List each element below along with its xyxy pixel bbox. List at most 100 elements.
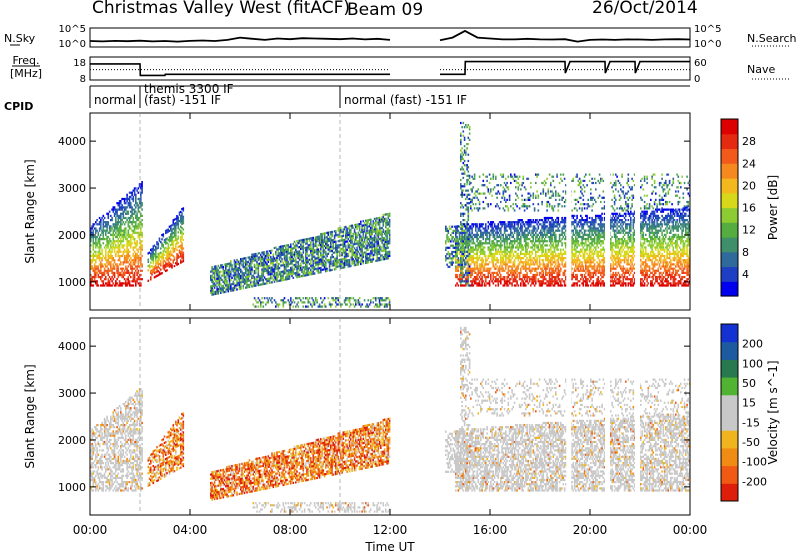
- power-cell: [98, 221, 101, 224]
- power-cell: [225, 263, 227, 266]
- power-cell: [117, 208, 120, 211]
- power-cell: [487, 242, 490, 245]
- power-cell: [471, 261, 473, 264]
- power-cell: [368, 218, 371, 221]
- power-cell: [386, 244, 388, 247]
- power-cell: [338, 235, 341, 238]
- power-cell: [108, 263, 111, 266]
- power-cell: [530, 271, 532, 274]
- power-cell: [320, 254, 322, 257]
- power-cell: [558, 223, 561, 226]
- power-cell: [370, 241, 372, 244]
- power-cell: [312, 251, 315, 254]
- power-cell: [545, 269, 547, 272]
- power-cell: [280, 279, 282, 282]
- power-cell: [126, 244, 128, 247]
- power-cell: [118, 229, 121, 232]
- power-cell: [125, 280, 127, 283]
- power-cell: [320, 305, 322, 308]
- power-cell: [335, 244, 337, 247]
- power-cell: [307, 246, 310, 249]
- power-cell: [522, 221, 525, 224]
- power-cell: [506, 282, 508, 285]
- power-cell: [510, 259, 512, 262]
- power-cell: [542, 269, 545, 272]
- power-cell: [496, 257, 498, 260]
- power-cell: [508, 235, 511, 239]
- power-cell: [113, 229, 116, 232]
- power-cell: [118, 244, 121, 247]
- power-cell: [176, 240, 178, 243]
- power-cell: [125, 221, 127, 224]
- power-cell: [301, 253, 303, 257]
- power-cell: [303, 238, 306, 241]
- power-cell: [383, 243, 386, 246]
- power-cell: [466, 278, 468, 281]
- power-cell: [358, 246, 361, 249]
- power-cell: [100, 267, 102, 270]
- power-cell: [367, 238, 370, 241]
- power-cell: [340, 239, 342, 242]
- power-cell: [122, 263, 125, 266]
- power-cell: [517, 229, 520, 232]
- power-cell: [360, 305, 362, 308]
- power-cell: [97, 284, 100, 287]
- power-cell: [138, 223, 141, 226]
- power-cell: [253, 255, 256, 258]
- power-cell: [232, 270, 235, 273]
- power-cell: [300, 299, 302, 302]
- power-cell: [485, 227, 487, 230]
- power-cell: [552, 219, 555, 222]
- power-cell: [170, 258, 172, 261]
- power-cell: [277, 248, 280, 251]
- power-cell: [555, 278, 557, 281]
- power-cell: [100, 284, 102, 287]
- power-cell: [181, 222, 183, 225]
- power-cell: [136, 248, 138, 251]
- power-cell: [510, 278, 512, 281]
- power-cell: [173, 239, 176, 242]
- power-cell: [223, 272, 226, 275]
- power-cell: [268, 281, 271, 284]
- power-cell: [255, 259, 257, 262]
- power-cell: [383, 217, 386, 221]
- power-cell: [505, 227, 507, 230]
- power-cell: [557, 221, 560, 224]
- power-cell: [275, 278, 277, 281]
- power-cell: [383, 236, 386, 240]
- power-cell: [306, 305, 308, 308]
- power-cell: [242, 276, 245, 279]
- power-cell: [237, 267, 240, 270]
- power-cell: [170, 227, 172, 230]
- power-cell: [476, 254, 478, 258]
- nsearch-tick-top: 10^5: [694, 24, 721, 35]
- power-cell: [506, 240, 508, 243]
- power-cell: [388, 242, 391, 245]
- power-cell: [532, 235, 535, 239]
- power-cell: [270, 249, 272, 252]
- power-cell: [117, 219, 120, 222]
- power-cell: [128, 200, 131, 203]
- power-cell: [558, 225, 561, 228]
- power-cell: [245, 286, 247, 289]
- power-cell: [338, 229, 341, 232]
- power-cell: [252, 282, 255, 286]
- power-cell: [117, 214, 120, 217]
- power-cell: [107, 254, 110, 258]
- power-cell: [336, 259, 338, 262]
- power-cell: [317, 259, 320, 262]
- power-cell: [102, 273, 105, 277]
- power-cell: [262, 274, 265, 277]
- power-cell: [468, 244, 471, 247]
- power-cell: [553, 250, 556, 253]
- power-cell: [116, 233, 118, 236]
- power-cell: [526, 229, 528, 232]
- power-cell: [255, 282, 257, 285]
- power-cell: [475, 227, 477, 230]
- power-cell: [470, 269, 472, 272]
- power-cell: [342, 264, 345, 267]
- power-cell: [476, 235, 478, 239]
- power-cell: [361, 249, 363, 253]
- power-cell: [216, 286, 218, 289]
- power-cell: [385, 230, 387, 233]
